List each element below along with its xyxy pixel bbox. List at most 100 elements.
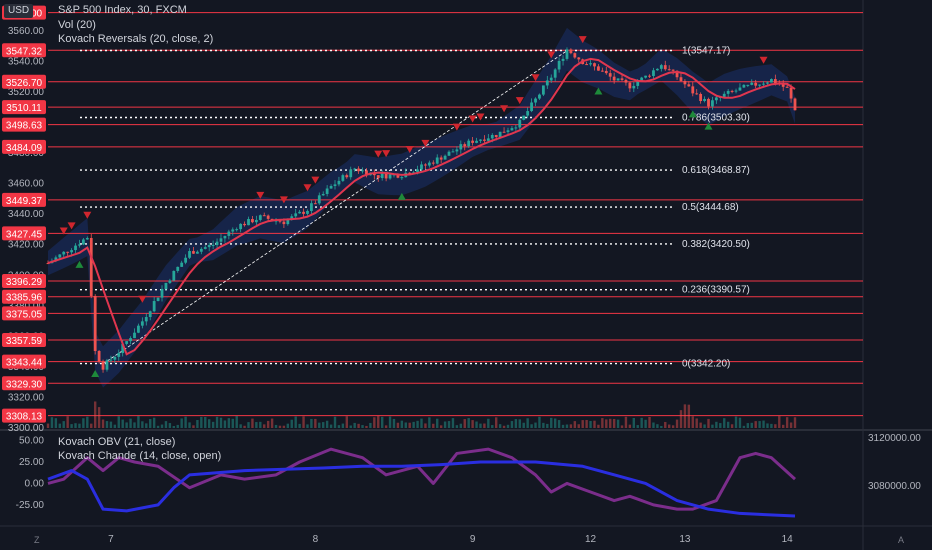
volume-bar bbox=[353, 422, 356, 428]
volume-bar bbox=[479, 423, 482, 428]
volume-bar bbox=[255, 422, 258, 428]
volume-bar bbox=[294, 416, 297, 428]
volume-bar bbox=[93, 401, 97, 428]
candle-body bbox=[290, 216, 294, 220]
candle-body bbox=[479, 139, 482, 141]
y-tick-label: 3460.00 bbox=[8, 179, 45, 190]
volume-bar bbox=[439, 425, 443, 428]
volume-bar bbox=[357, 423, 360, 428]
volume-bar bbox=[412, 421, 415, 428]
price-level-label: 3375.05 bbox=[6, 309, 43, 320]
volume-bar bbox=[290, 419, 293, 428]
volume-bar bbox=[691, 416, 694, 428]
candle-body bbox=[770, 79, 773, 83]
price-level-label: 3526.70 bbox=[6, 78, 43, 89]
candle-body bbox=[235, 229, 239, 231]
price-level-badge bbox=[2, 376, 46, 391]
reversal-down-marker bbox=[468, 115, 477, 123]
volume-bar bbox=[664, 421, 667, 428]
candle-body bbox=[357, 168, 360, 172]
currency-badge[interactable]: USD bbox=[4, 4, 34, 18]
indicator-chande: Kovach Chande (14, close, open) bbox=[58, 450, 222, 462]
volume-bar bbox=[239, 424, 242, 428]
reversal-down-marker bbox=[405, 146, 414, 154]
volume-bar bbox=[436, 418, 439, 428]
candle-body bbox=[655, 68, 659, 71]
volume-bar bbox=[322, 422, 325, 428]
volume-bar bbox=[121, 419, 124, 428]
candle-body bbox=[447, 151, 451, 156]
volume-bar bbox=[601, 418, 604, 428]
volume-bar bbox=[420, 418, 423, 428]
candle-body bbox=[471, 140, 475, 143]
volume-bar bbox=[149, 419, 152, 428]
volume-bar bbox=[467, 418, 470, 428]
reversal-up-marker bbox=[397, 192, 406, 200]
volume-bar bbox=[715, 421, 718, 428]
volume-bar bbox=[644, 419, 647, 428]
zoom-corner-button[interactable]: Z bbox=[34, 535, 40, 545]
volume-bar bbox=[325, 420, 329, 428]
volume-bar bbox=[227, 418, 231, 428]
volume-bar bbox=[699, 422, 702, 428]
candle-body bbox=[262, 215, 266, 217]
price-level-label: 3308.13 bbox=[6, 412, 43, 423]
candle-body bbox=[172, 270, 176, 281]
volume-bar bbox=[589, 420, 592, 428]
volume-bar bbox=[679, 410, 683, 428]
volume-bar bbox=[101, 419, 105, 428]
candle-body bbox=[345, 175, 349, 178]
candle-body bbox=[691, 86, 695, 94]
volume-bar bbox=[215, 416, 219, 428]
candle-body bbox=[612, 76, 616, 81]
volume-bar bbox=[778, 416, 781, 428]
x-tick-label: 14 bbox=[782, 534, 794, 545]
candle-body bbox=[310, 203, 313, 211]
volume-bar bbox=[333, 416, 337, 428]
candle-body bbox=[502, 131, 506, 133]
candle-body bbox=[663, 65, 667, 70]
reversal-down-marker bbox=[382, 150, 391, 158]
candle-body bbox=[585, 64, 589, 66]
candle-body bbox=[337, 180, 341, 185]
candle-body bbox=[707, 98, 710, 107]
price-level-badge bbox=[2, 43, 46, 58]
candle-body bbox=[258, 215, 262, 220]
volume-bar bbox=[196, 419, 199, 428]
volume-bar bbox=[687, 404, 691, 428]
price-level-label: 3510.11 bbox=[6, 103, 42, 114]
volume-bar bbox=[184, 416, 187, 428]
candle-body bbox=[188, 251, 191, 258]
volume-bar bbox=[762, 420, 765, 428]
candle-body bbox=[483, 139, 486, 141]
candle-body bbox=[714, 97, 718, 101]
candle-body bbox=[243, 223, 246, 226]
reversal-down-marker bbox=[759, 56, 768, 64]
price-level-badge bbox=[2, 139, 46, 154]
volume-bar bbox=[597, 424, 600, 428]
price-level-badge bbox=[2, 117, 46, 132]
candle-body bbox=[431, 162, 435, 164]
candle-body bbox=[632, 85, 636, 89]
candle-body bbox=[734, 90, 738, 92]
volume-bar bbox=[766, 423, 769, 428]
candle-body bbox=[675, 70, 679, 78]
volume-bar bbox=[550, 417, 553, 428]
volume-bar bbox=[738, 417, 742, 428]
candle-body bbox=[341, 175, 345, 181]
indicator-volume: Vol (20) bbox=[58, 19, 96, 31]
volume-bar bbox=[557, 420, 561, 428]
volume-bar bbox=[495, 417, 498, 428]
price-level-badge bbox=[2, 408, 46, 423]
volume-bar bbox=[373, 417, 376, 428]
volume-bar bbox=[416, 420, 419, 428]
price-level-label: 3449.37 bbox=[6, 196, 43, 207]
candle-body bbox=[160, 289, 164, 298]
candle-body bbox=[671, 69, 675, 71]
candle-body bbox=[361, 170, 364, 172]
volume-bar bbox=[652, 422, 655, 428]
auto-scale-button[interactable]: A bbox=[898, 535, 905, 545]
candle-body bbox=[620, 78, 624, 80]
volume-bar bbox=[789, 422, 793, 428]
